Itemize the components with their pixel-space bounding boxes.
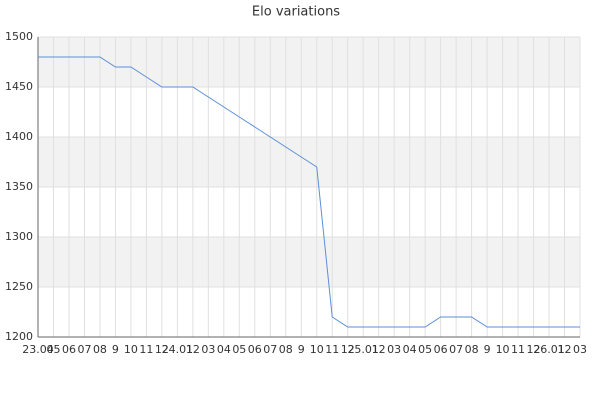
x-tick-label: 07 [449,343,463,356]
x-tick-label: 12 [155,343,169,356]
x-tick-label: 06 [434,343,448,356]
grid-band [38,37,580,87]
x-tick-label: 03 [573,343,587,356]
y-tick-label: 1200 [5,330,33,343]
x-tick-label: 08 [465,343,479,356]
x-tick-label: 10 [310,343,324,356]
x-tick-label: 06 [62,343,76,356]
x-tick-label: 11 [511,343,525,356]
x-tick-label: 12 [558,343,572,356]
x-tick-label: 9 [298,343,305,356]
y-tick-label: 1500 [5,30,33,43]
y-tick-label: 1250 [5,280,33,293]
x-tick-label: 9 [484,343,491,356]
y-tick-label: 1300 [5,230,33,243]
x-tick-label: 10 [496,343,510,356]
x-tick-label: 24.01 [162,343,194,356]
x-tick-label: 08 [93,343,107,356]
grid-band [38,237,580,287]
x-tick-label: 9 [112,343,119,356]
x-tick-label: 07 [77,343,91,356]
y-tick-label: 1350 [5,180,33,193]
x-tick-label: 11 [139,343,153,356]
data-line [38,56,580,328]
x-tick-label: 06 [248,343,262,356]
x-tick-label: 11 [325,343,339,356]
y-tick-label: 1450 [5,80,33,93]
x-tick-label: 08 [279,343,293,356]
x-tick-label: 05 [232,343,246,356]
x-tick-label: 04 [403,343,417,356]
x-tick-label: 12 [527,343,541,356]
x-tick-label: 23.04 [22,343,54,356]
x-tick-label: 12 [341,343,355,356]
x-tick-label: 03 [201,343,215,356]
x-tick-label: 25.01 [347,343,379,356]
x-tick-label: 12 [372,343,386,356]
chart-title: Elo variations [252,5,340,20]
x-tick-label: 12 [186,343,200,356]
x-tick-label: 03 [387,343,401,356]
x-tick-label: 26.01 [533,343,565,356]
x-tick-label: 05 [418,343,432,356]
x-tick-label: 05 [46,343,60,356]
y-tick-label: 1400 [5,130,33,143]
x-tick-label: 04 [217,343,231,356]
x-tick-label: 10 [124,343,138,356]
x-tick-label: 07 [263,343,277,356]
